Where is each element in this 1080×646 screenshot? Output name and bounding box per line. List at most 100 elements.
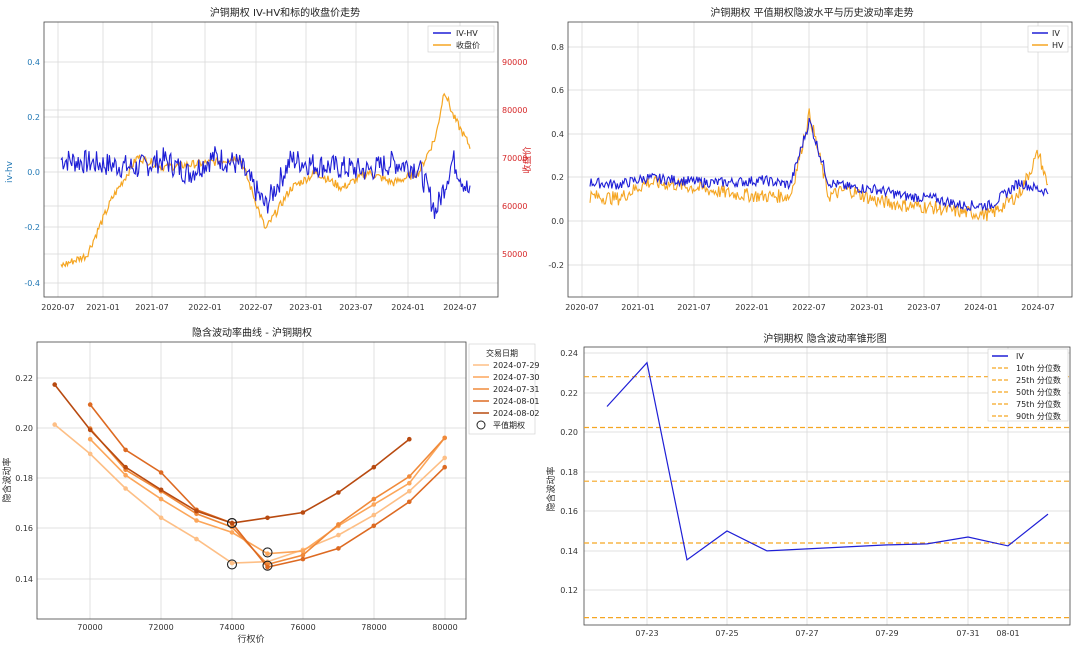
y-tick-labels: 0.8 0.6 0.4 0.2 0.0 -0.2 [548,43,564,270]
smile-point [407,474,412,479]
smile-point [371,502,377,507]
x-tick-label: 07-29 [875,629,898,638]
y-axis-label: 隐含波动率 [1,457,13,502]
smile-point [442,435,448,441]
x-tick-label: 74000 [219,623,244,632]
right-tick-label: 90000 [502,58,527,67]
smile-point [336,522,341,527]
x-tick-labels: 2020-07 2021-01 2021-07 2022-01 2022-07 … [41,303,476,312]
y-tick-label: 0.8 [551,43,564,52]
x-gridlines [581,22,1039,297]
smile-point [87,451,93,457]
y-tick-labels: 0.22 0.20 0.18 0.16 0.14 [15,374,33,584]
legend-label-iv: IV [1016,352,1024,361]
y-tick-label: 0.14 [560,547,578,556]
smile-point [158,487,164,493]
smile-point [52,422,57,427]
x-tick-label: 2021-07 [135,303,168,312]
smile-point [123,464,128,470]
smile-point [407,480,412,486]
chart-iv-hv-trend: 沪铜期权 平值期权隐波水平与历史波动率走势 0.8 0.6 0.4 0.2 0.… [548,6,1073,312]
legend-title: 交易日期 [486,348,518,358]
smile-point [87,427,93,433]
legend-label-0731: 2024-07-31 [493,385,540,394]
left-tick-label: -0.4 [24,279,40,288]
x-tick-label: 2021-01 [86,303,119,312]
smile-line-2024-07-29 [54,423,446,564]
x-tick-label: 2024-07 [1021,303,1054,312]
legend-label-q10: 10th 分位数 [1016,363,1061,373]
chart-title: 隐含波动率曲线 - 沪铜期权 [192,326,312,339]
smile-point [442,464,448,470]
plot-frame [43,21,499,298]
x-tick-label: 2024-07 [443,303,476,312]
series-line-iv [606,361,1049,561]
y-tick-label: 0.14 [15,575,33,584]
y-tick-label: 0.20 [15,424,33,433]
smile-point [300,552,306,558]
right-axis-label: 收盘价 [521,146,533,173]
y-tick-label: 0.16 [560,507,578,516]
x-tick-label: 2022-01 [188,303,221,312]
smile-point [123,447,128,453]
x-tick-label: 08-01 [996,629,1019,638]
y-tick-label: 0.4 [551,130,564,139]
legend-label-hv: HV [1052,41,1064,50]
smile-point [123,472,128,478]
smile-point [123,486,128,491]
smile-point [158,496,164,502]
x-tick-label: 70000 [77,623,102,632]
left-tick-label: -0.2 [24,223,40,232]
left-tick-labels: 0.4 0.2 0.0 -0.2 -0.4 [24,58,40,288]
plot-frame [583,346,1071,626]
y-tick-label: 0.18 [15,474,33,483]
x-tick-label: 2022-01 [735,303,768,312]
left-tick-label: 0.0 [27,168,40,177]
atm-marker [262,560,273,571]
y-tick-label: 0.2 [551,173,564,182]
chart-title: 沪铜期权 IV-HV和标的收盘价走势 [210,6,360,19]
y-tick-label: -0.2 [548,261,564,270]
y-tick-label: 0.22 [560,389,578,398]
right-tick-label: 60000 [502,202,527,211]
legend-label-0729: 2024-07-29 [493,361,540,370]
y-tick-label: 0.22 [15,374,33,383]
smile-point [336,490,341,495]
smile-point [87,436,93,442]
legend: IV HV [1027,25,1069,53]
smile-point [52,382,57,387]
x-tick-label: 2022-07 [792,303,825,312]
x-tick-label: 07-27 [795,629,818,638]
x-tick-label: 2022-07 [239,303,272,312]
legend: IV-HV 收盘价 [427,25,495,53]
y-tick-label: 0.20 [560,428,578,437]
x-tick-label: 2020-07 [41,303,74,312]
smile-point [194,508,199,514]
atm-marker [226,518,238,529]
smile-point [87,402,93,407]
legend-label-atm: 平值期权 [493,420,525,430]
legend: 交易日期 2024-07-29 2024-07-30 2024-07-31 20… [468,343,540,435]
legend-label-0730: 2024-07-30 [493,373,540,382]
left-tick-label: 0.2 [27,113,40,122]
smile-point [265,564,270,570]
y-gridlines [37,377,466,580]
legend-label-q50: 50th 分位数 [1016,387,1061,397]
x-tick-label: 2023-07 [907,303,940,312]
x-tick-label: 07-31 [956,629,979,638]
x-tick-label: 80000 [432,623,457,632]
y-tick-labels: 0.24 0.22 0.20 0.18 0.16 0.14 0.12 [560,349,578,595]
smile-point [194,518,199,523]
x-tick-labels: 2020-07 2021-01 2021-07 2022-01 2022-07 … [565,303,1054,312]
smile-point [407,436,412,442]
smile-line-2024-07-30 [89,437,446,555]
smile-point [300,510,306,515]
x-tick-labels: 07-23 07-25 07-27 07-29 07-31 08-01 [635,629,1019,638]
left-tick-label: 0.4 [27,58,40,67]
chart-ivhv-close: 沪铜期权 IV-HV和标的收盘价走势 0.4 0.2 0.0 -0.2 -0.4… [5,6,533,312]
legend-label-iv-hv: IV-HV [456,29,478,38]
smile-point [371,496,377,502]
x-tick-label: 78000 [361,623,386,632]
y-tick-label: 0.6 [551,86,564,95]
atm-marker [262,547,273,558]
